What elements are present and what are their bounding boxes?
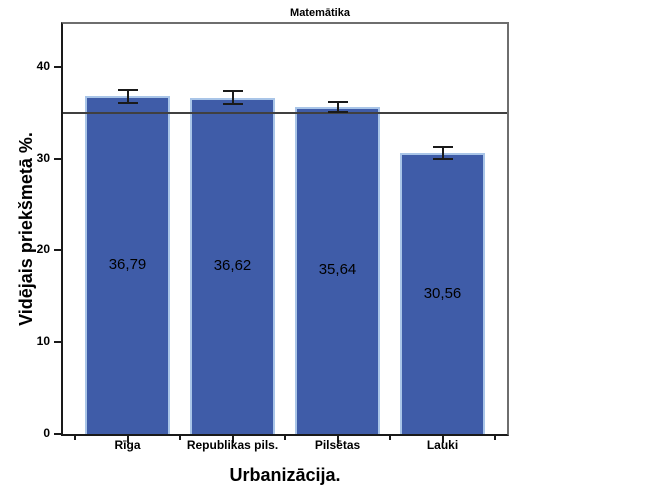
error-bar-cap-top [117,88,138,91]
y-axis-tick-label: 40 [36,58,50,73]
x-axis-minor-tick [74,436,76,440]
bar-value-label: 35,64 [318,261,357,279]
y-axis-tick-label: 30 [36,150,50,165]
error-bar-line [126,89,129,103]
y-axis-tick [54,249,61,252]
bar-value-label: 30,56 [423,284,462,302]
x-axis-major-tick [126,436,129,443]
bar-0 [85,96,170,434]
y-axis-tick [54,65,61,68]
bar-value-label: 36,62 [213,256,252,274]
x-category-label: Pilsētas [314,438,361,452]
y-axis-tick [54,341,61,344]
x-axis-minor-tick [494,436,496,440]
error-bar-cap-bottom [222,103,243,106]
bar-value-label: 36,79 [108,256,147,274]
y-axis-title: Vidējais priekšmetā %. [16,132,36,326]
x-axis-major-tick [441,436,444,443]
error-bar-cap-top [432,146,453,149]
error-bar-cap-bottom [117,101,138,104]
y-axis-tick-label: 0 [43,426,50,440]
x-axis-minor-tick [284,436,286,440]
x-category-label: Lauki [426,438,459,452]
y-axis-tick-label: 10 [36,334,50,349]
error-bar-line [336,101,339,112]
x-axis-title: Urbanizācija. [229,465,341,485]
x-category-label: Rīga [114,438,141,452]
bar-1 [190,97,275,434]
error-bar-cap-bottom [327,110,348,113]
x-axis-minor-tick [179,436,181,440]
chart-title: Matemātika [290,7,350,19]
error-bar-cap-top [327,100,348,103]
error-bar-cap-top [222,90,243,93]
x-category-label: Republikas pils. [186,438,279,452]
bar-3 [400,153,485,434]
y-axis-tick [54,157,61,160]
x-axis-major-tick [336,436,339,443]
y-axis-tick [54,433,61,435]
x-axis-minor-tick [389,436,391,440]
error-bar-line [231,91,234,105]
error-bar-cap-bottom [432,158,453,161]
y-axis-tick-label: 20 [36,242,50,257]
reference-line [63,111,507,114]
plot-area: 0 10 20 30 40 36,79 36,62 35,64 30,56 [37,22,509,443]
x-axis-major-tick [231,436,234,443]
error-bar-line [441,147,444,160]
bar-2 [295,106,380,434]
